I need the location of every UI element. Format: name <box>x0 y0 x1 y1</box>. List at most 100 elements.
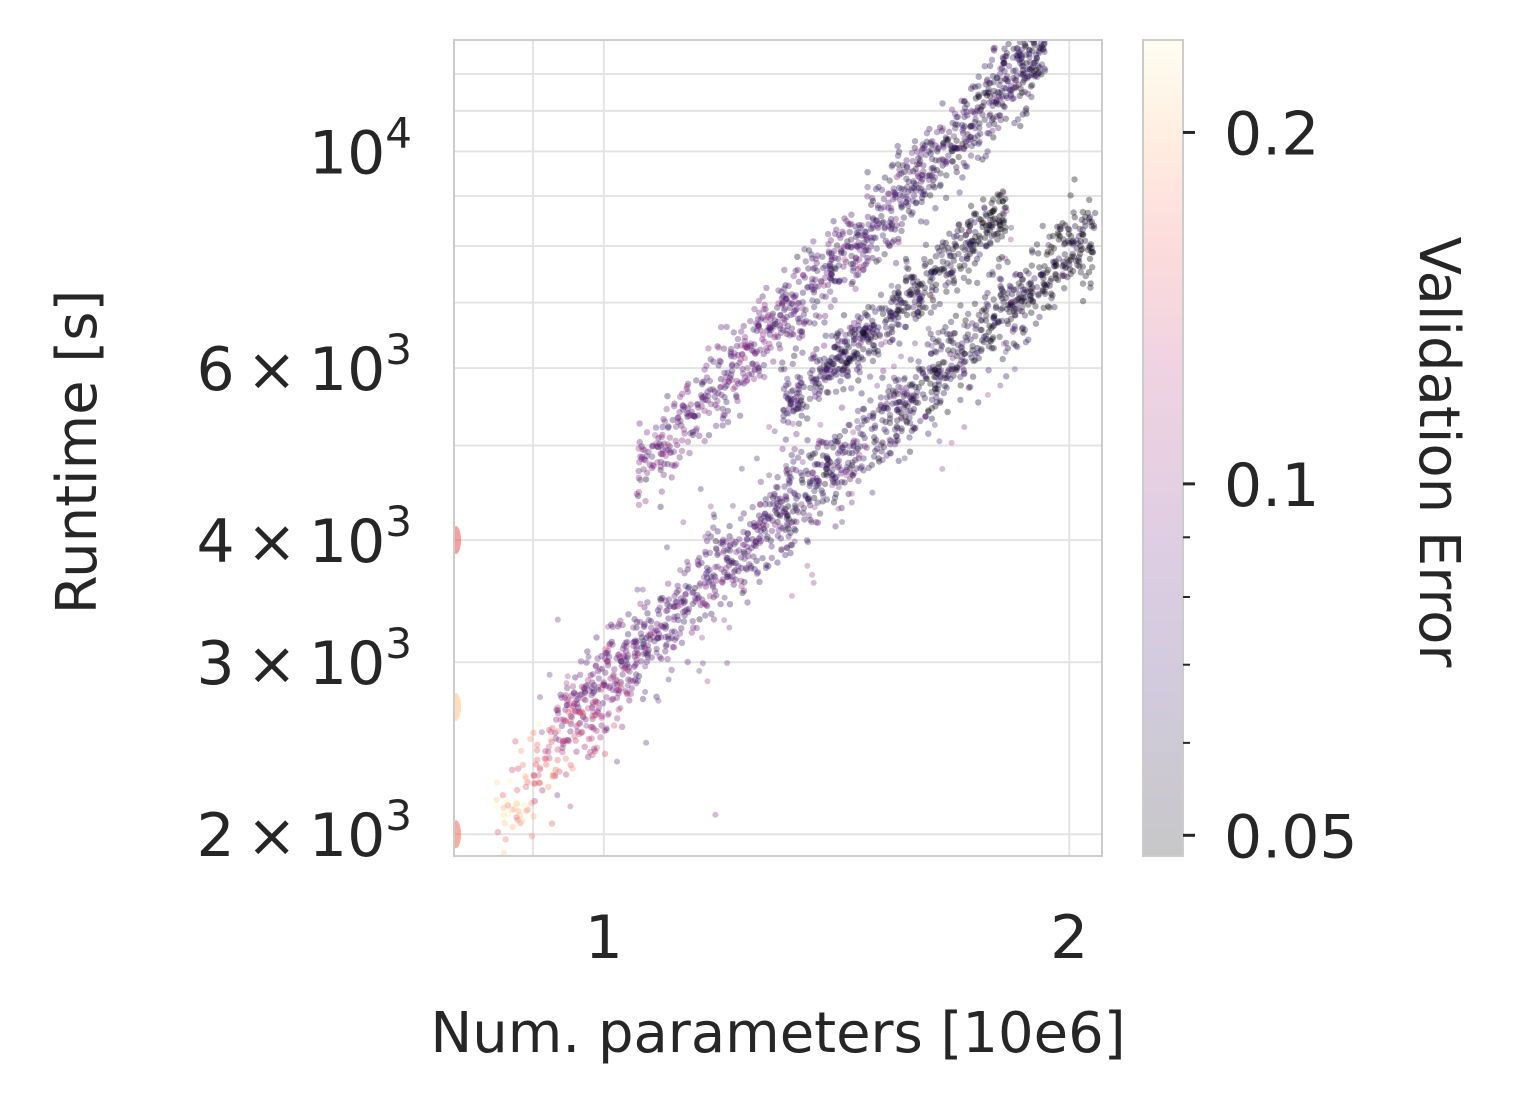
scatter-point <box>867 234 874 241</box>
scatter-point <box>820 439 827 446</box>
scatter-point <box>998 226 1005 233</box>
scatter-point <box>953 164 960 171</box>
scatter-point <box>855 317 862 325</box>
scatter-point <box>954 121 961 128</box>
scatter-point <box>921 289 928 296</box>
scatter-point <box>913 148 921 155</box>
scatter-point <box>925 430 932 437</box>
scatter-point <box>866 373 874 380</box>
scatter-point <box>841 215 848 222</box>
scatter-point <box>833 226 840 233</box>
scatter-point <box>971 211 978 218</box>
scatter-point <box>969 241 977 249</box>
scatter-point <box>1024 66 1031 73</box>
scatter-point <box>563 701 571 709</box>
scatter-point <box>512 738 519 745</box>
scatter-point <box>972 333 979 340</box>
scatter-point <box>654 459 661 466</box>
scatter-point <box>995 93 1003 100</box>
scatter-point <box>685 412 693 420</box>
scatter-point <box>876 332 883 340</box>
scatter-point <box>738 379 745 386</box>
scatter-point <box>764 533 771 540</box>
scatter-point <box>959 345 966 351</box>
scatter-point <box>880 218 887 226</box>
scatter-point <box>726 533 733 540</box>
scatter-point <box>1019 79 1027 86</box>
scatter-point <box>1007 90 1014 97</box>
scatter-point <box>565 696 572 703</box>
scatter-point <box>1012 83 1020 91</box>
scatter-point <box>1019 111 1026 118</box>
scatter-point <box>676 454 683 461</box>
scatter-point <box>753 557 760 564</box>
scatter-point <box>809 275 816 283</box>
scatter-point <box>999 295 1006 302</box>
scatter-point <box>842 468 849 476</box>
scatter-point <box>655 634 662 642</box>
scatter-point <box>1048 275 1055 282</box>
scatter-point <box>918 194 926 202</box>
scatter-point <box>961 98 968 105</box>
scatter-point <box>1046 304 1053 311</box>
scatter-point <box>660 460 668 467</box>
scatter-point <box>546 726 553 734</box>
scatter-point <box>816 387 824 394</box>
scatter-point <box>940 389 947 397</box>
scatter-point <box>454 820 461 849</box>
scatter-point <box>811 494 818 502</box>
scatter-point <box>896 171 903 178</box>
scatter-point <box>806 319 813 326</box>
scatter-point <box>1021 42 1028 49</box>
scatter-point <box>990 98 998 105</box>
scatter-point <box>775 502 782 509</box>
scatter-point <box>556 768 563 775</box>
scatter-point <box>816 510 824 517</box>
scatter-point <box>971 219 978 226</box>
scatter-point <box>850 429 857 436</box>
scatter-point <box>768 527 776 535</box>
scatter-point <box>748 347 756 354</box>
scatter-point <box>943 136 950 143</box>
scatter-point <box>916 160 923 167</box>
scatter-point <box>642 457 649 464</box>
scatter-point <box>785 503 792 510</box>
scatter-point <box>1025 336 1032 343</box>
scatter-point <box>574 695 582 702</box>
scatter-point <box>957 382 964 389</box>
scatter-point <box>817 384 824 391</box>
scatter-point <box>990 296 997 303</box>
scatter-point <box>560 740 567 748</box>
scatter-point <box>854 418 861 424</box>
scatter-point <box>926 171 933 178</box>
scatter-point <box>783 313 790 321</box>
scatter-point <box>757 327 764 334</box>
scatter-point <box>950 133 958 140</box>
scatter-point <box>793 390 801 397</box>
scatter-point <box>811 487 818 495</box>
scatter-point <box>799 332 806 339</box>
scatter-point <box>625 676 632 683</box>
scatter-point <box>987 62 994 69</box>
scatter-point <box>941 375 948 382</box>
scatter-point <box>850 443 857 450</box>
scatter-point <box>900 404 907 411</box>
scatter-point <box>985 80 993 87</box>
scatter-point <box>784 544 791 552</box>
scatter-point <box>981 116 988 123</box>
scatter-point <box>1027 279 1034 286</box>
scatter-point <box>992 319 999 327</box>
scatter-point <box>841 338 849 345</box>
scatter-point <box>748 562 755 570</box>
scatter-point <box>806 395 814 402</box>
scatter-point <box>957 145 964 152</box>
scatter-point <box>869 304 876 311</box>
scatter-point <box>788 451 795 459</box>
scatter-point <box>969 248 976 255</box>
scatter-point <box>598 722 605 729</box>
scatter-point <box>963 142 970 149</box>
scatter-point <box>902 193 910 201</box>
scatter-point <box>1028 262 1036 269</box>
scatter-point <box>864 336 871 343</box>
scatter-point <box>1072 257 1080 265</box>
